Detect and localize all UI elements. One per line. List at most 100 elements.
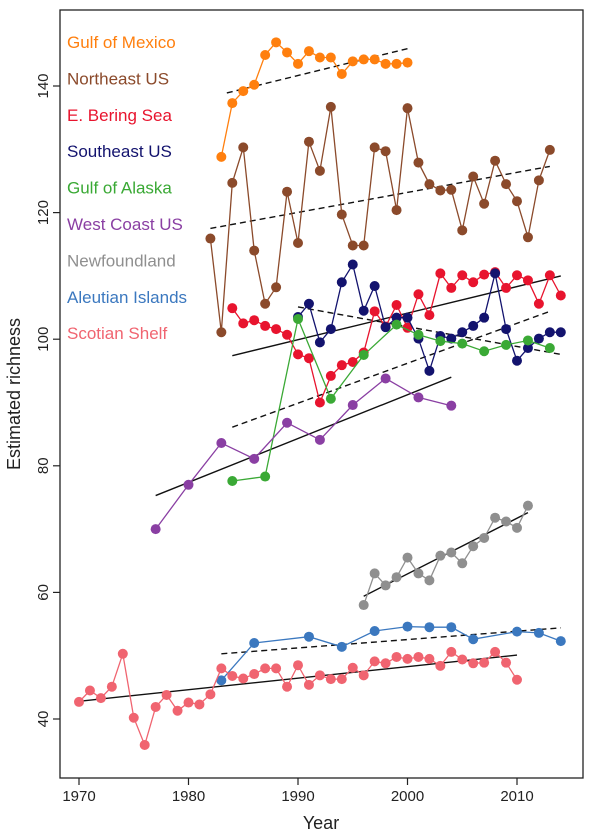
data-point-northeast-us: [249, 245, 260, 256]
data-point-southeast-us: [424, 365, 435, 376]
data-point-scotian-shelf: [117, 648, 128, 659]
data-point-northeast-us: [325, 101, 336, 112]
data-point-northeast-us: [238, 142, 249, 153]
data-point-newfoundland: [424, 575, 435, 586]
data-point-northeast-us: [435, 185, 446, 196]
data-point-aleutian-islands: [424, 622, 435, 633]
data-point-gulf-of-alaska: [522, 335, 533, 346]
data-point-scotian-shelf: [512, 674, 522, 685]
data-point-scotian-shelf: [424, 653, 435, 664]
series-west-coast-us: [150, 373, 457, 535]
data-point-southeast-us: [325, 324, 336, 335]
data-point-e-bering-sea: [446, 282, 457, 293]
data-point-west-coast-us: [282, 417, 293, 428]
data-point-aleutian-islands: [303, 631, 314, 642]
data-point-gulf-of-mexico: [238, 86, 249, 97]
data-point-scotian-shelf: [282, 681, 293, 692]
data-point-northeast-us: [501, 179, 512, 190]
data-point-southeast-us: [446, 333, 457, 344]
data-point-northeast-us: [314, 165, 325, 176]
legend-item-gulf-of-mexico: Gulf of Mexico: [67, 33, 176, 52]
series-gulf-of-mexico: [216, 37, 413, 162]
data-point-gulf-of-mexico: [358, 54, 369, 65]
data-point-west-coast-us: [216, 438, 227, 449]
data-point-southeast-us: [402, 312, 413, 323]
data-point-newfoundland: [369, 568, 380, 579]
data-point-aleutian-islands: [512, 626, 522, 637]
data-point-gulf-of-alaska: [479, 346, 490, 357]
legend-item-gulf-of-alaska: Gulf of Alaska: [67, 179, 172, 198]
data-point-gulf-of-mexico: [216, 151, 227, 162]
data-point-gulf-of-mexico: [249, 79, 260, 90]
x-tick-label-1970: 1970: [62, 788, 95, 805]
data-point-west-coast-us: [380, 373, 391, 384]
data-point-scotian-shelf: [227, 670, 238, 681]
data-point-newfoundland: [512, 522, 522, 533]
data-point-e-bering-sea: [282, 329, 293, 340]
legend-item-scotian-shelf: Scotian Shelf: [67, 324, 167, 343]
data-point-newfoundland: [490, 512, 501, 523]
data-point-southeast-us: [336, 277, 347, 288]
data-point-aleutian-islands: [446, 622, 457, 633]
data-point-northeast-us: [216, 327, 227, 338]
series-line-e-bering-sea: [231, 271, 562, 405]
data-point-scotian-shelf: [435, 660, 446, 671]
data-point-scotian-shelf: [183, 697, 194, 708]
data-point-e-bering-sea: [369, 306, 380, 317]
x-tick-label-2010: 2010: [500, 788, 533, 805]
series-line-newfoundland: [363, 505, 529, 606]
data-point-scotian-shelf: [325, 674, 336, 685]
data-point-scotian-shelf: [336, 674, 347, 685]
data-point-gulf-of-mexico: [303, 46, 314, 57]
data-point-e-bering-sea: [391, 300, 402, 311]
legend: Gulf of Mexico Northeast US E. Bering Sea S…: [67, 33, 187, 343]
x-tick-label-2000: 2000: [391, 788, 424, 805]
data-point-scotian-shelf: [172, 705, 183, 716]
y-tick-label-100: 100: [35, 327, 52, 352]
data-point-northeast-us: [369, 142, 380, 153]
data-point-aleutian-islands: [468, 634, 479, 645]
data-point-southeast-us: [391, 312, 402, 323]
series-line-aleutian-islands: [220, 625, 562, 681]
trend-line-aleutian-islands: [221, 627, 561, 655]
series-northeast-us: [205, 101, 555, 338]
data-point-scotian-shelf: [271, 663, 282, 674]
data-point-newfoundland: [479, 532, 490, 543]
data-point-northeast-us: [479, 198, 490, 209]
data-point-scotian-shelf: [205, 689, 216, 700]
data-point-gulf-of-alaska: [358, 350, 369, 361]
data-point-gulf-of-mexico: [402, 57, 413, 68]
data-point-gulf-of-alaska: [435, 336, 446, 347]
legend-item-northeast-us: Northeast US: [67, 69, 169, 88]
data-point-e-bering-sea: [457, 270, 468, 281]
data-point-northeast-us: [457, 225, 468, 236]
data-point-aleutian-islands: [249, 638, 260, 649]
data-point-e-bering-sea: [314, 397, 325, 408]
data-point-e-bering-sea: [522, 275, 533, 286]
data-point-west-coast-us: [150, 524, 161, 535]
data-point-newfoundland: [402, 552, 413, 563]
data-point-northeast-us: [380, 146, 391, 157]
data-point-gulf-of-mexico: [227, 98, 238, 109]
data-point-gulf-of-mexico: [336, 68, 347, 79]
data-point-e-bering-sea: [336, 360, 347, 371]
data-point-scotian-shelf: [303, 679, 314, 690]
data-point-e-bering-sea: [544, 270, 555, 281]
data-point-newfoundland: [468, 541, 479, 552]
data-point-e-bering-sea: [293, 349, 303, 360]
data-point-scotian-shelf: [293, 660, 303, 671]
series-line-west-coast-us: [155, 377, 452, 530]
data-point-northeast-us: [347, 240, 358, 251]
data-point-southeast-us: [369, 281, 380, 292]
trend-line-gulf-of-alaska: [232, 310, 551, 428]
x-axis-label: Year: [303, 813, 339, 833]
y-axis-label: Estimated richness: [4, 318, 24, 470]
legend-item-e-bering-sea: E. Bering Sea: [67, 106, 172, 125]
data-point-scotian-shelf: [128, 712, 139, 723]
data-point-scotian-shelf: [161, 689, 172, 700]
data-point-gulf-of-alaska: [260, 471, 271, 482]
y-tick-label-40: 40: [35, 711, 52, 728]
data-point-gulf-of-mexico: [391, 58, 402, 69]
data-point-southeast-us: [501, 324, 512, 335]
